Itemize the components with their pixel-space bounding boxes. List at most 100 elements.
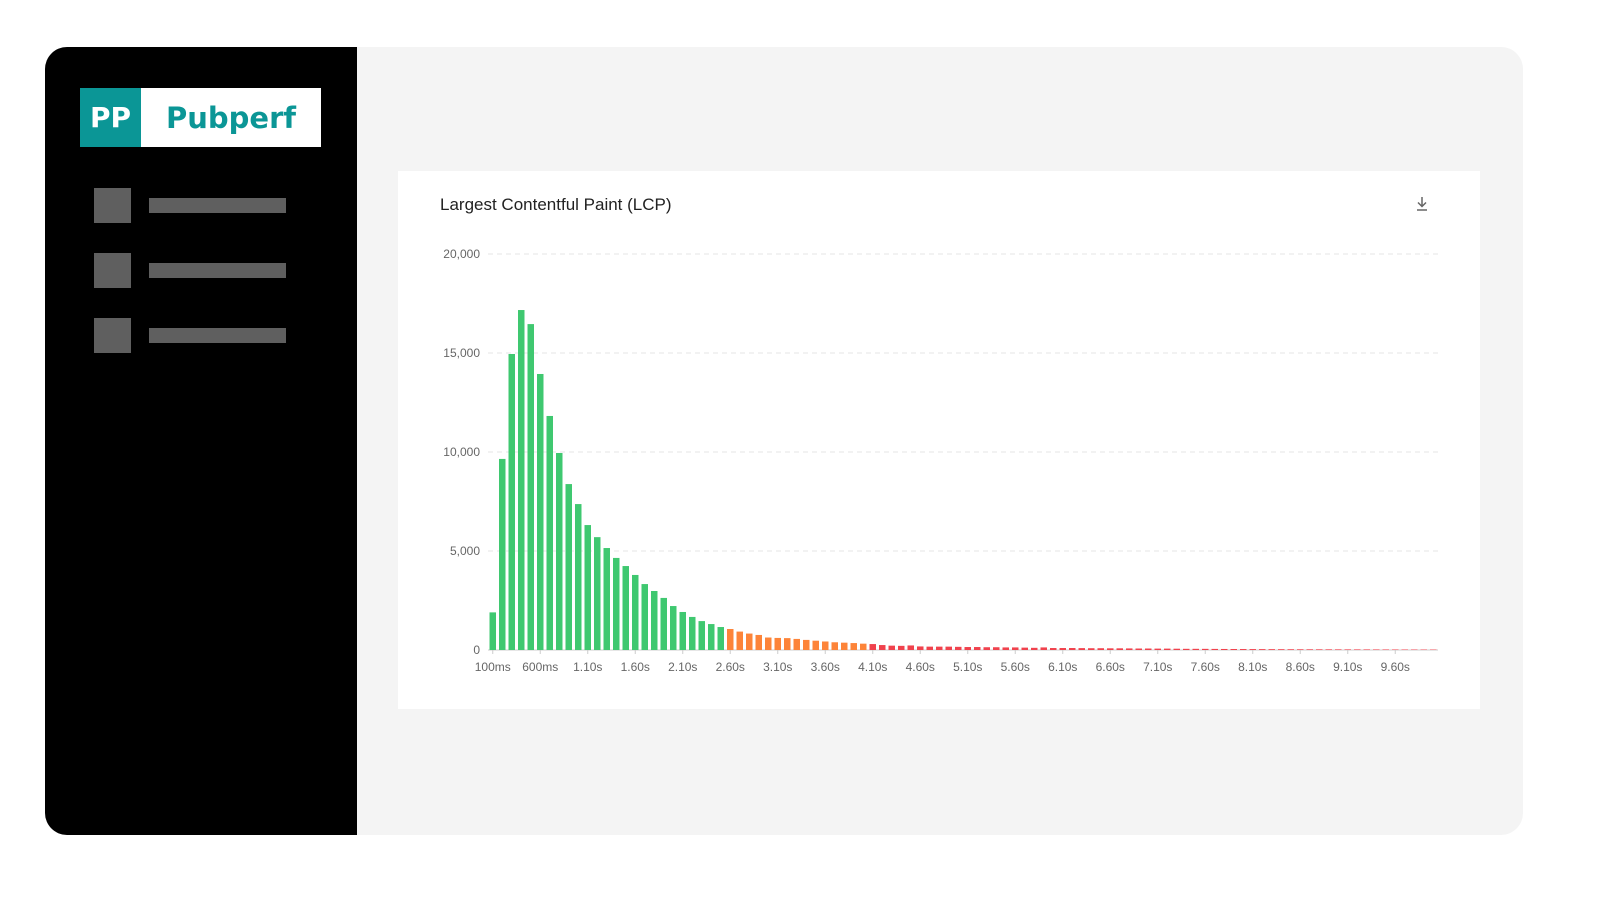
bar [907,645,914,650]
bar [622,566,629,650]
bar [670,606,677,650]
bar [1192,648,1199,650]
bar [1135,648,1142,650]
x-tick-label: 8.60s [1286,660,1315,674]
x-tick-label: 2.60s [716,660,745,674]
bar [1392,649,1399,650]
sidebar-item-label-placeholder [149,263,286,278]
bar [489,612,496,650]
sidebar: PP Pubperf [45,47,357,835]
bar [784,638,791,650]
download-icon[interactable] [1414,195,1430,213]
bar [1268,649,1275,650]
x-tick-label: 7.60s [1191,660,1220,674]
bar [1021,647,1028,650]
bar [1297,649,1304,650]
bar [660,597,667,650]
bar [565,484,572,650]
bar [499,458,506,650]
bar [1088,648,1095,650]
bar [717,627,724,650]
bar [831,642,838,650]
bar [546,415,553,650]
lcp-chart-card: Largest Contentful Paint (LCP) 0 5,000 10,… [398,171,1480,709]
bar [1031,647,1038,650]
bar [689,616,696,650]
bar [1316,649,1323,650]
bar [1040,647,1047,650]
app-window: PP Pubperf Largest Contentful Paint (LCP… [45,47,1523,835]
bar [708,624,715,650]
logo[interactable]: PP Pubperf [80,88,321,147]
bar [746,633,753,650]
x-tick-label: 3.10s [763,660,792,674]
placeholder-icon [94,188,131,223]
bar [1050,648,1057,650]
chart-title: Largest Contentful Paint (LCP) [440,195,672,214]
x-tick-label: 6.10s [1048,660,1077,674]
bar [575,504,582,650]
bar [698,621,705,650]
bar [527,324,534,650]
bar [1230,649,1237,650]
x-tick-label: 600ms [522,660,558,674]
sidebar-item-3[interactable] [94,318,286,354]
bar [879,645,886,650]
x-tick-label: 5.10s [953,660,982,674]
bar [594,537,601,650]
x-tick-label: 6.60s [1096,660,1125,674]
x-tick-label: 8.10s [1238,660,1267,674]
bar [1202,648,1209,650]
bar [537,373,544,650]
bar [584,525,591,650]
y-tick-label: 0 [473,643,480,657]
bar [518,310,525,650]
bar [926,646,933,650]
bar [1183,648,1190,650]
lcp-histogram: 0 5,000 10,000 15,000 20,000 100ms 600ms 1.10s 1… [443,247,1438,674]
bar [1069,648,1076,650]
bar [1173,648,1180,650]
bar [898,645,905,650]
bar [1145,648,1152,650]
bar [888,645,895,650]
bar [1164,648,1171,650]
bar [869,644,876,650]
bar [822,641,829,650]
bar [1154,648,1161,650]
bar [1306,649,1313,650]
bar [1278,649,1285,650]
bar [955,646,962,650]
y-tick-label: 5,000 [450,544,480,558]
bar [1259,649,1266,650]
bar [1012,647,1019,650]
x-tick-label: 2.10s [668,660,697,674]
sidebar-item-1[interactable] [94,188,286,224]
sidebar-item-2[interactable] [94,253,286,289]
x-tick-label: 9.60s [1381,660,1410,674]
bar [1211,648,1218,650]
bar [1097,648,1104,650]
bar [841,642,848,650]
bar [993,647,1000,650]
bar [1325,649,1332,650]
sidebar-item-label-placeholder [149,198,286,213]
y-tick-label: 20,000 [443,247,480,261]
bar [1221,648,1228,650]
bar [613,557,620,650]
bar [1363,649,1370,650]
bar [803,639,810,650]
bar [1287,649,1294,650]
bar [936,646,943,650]
x-tick-label: 4.60s [906,660,935,674]
bar [679,611,686,650]
bar [850,643,857,650]
y-tick-label: 10,000 [443,445,480,459]
placeholder-icon [94,318,131,353]
bar [860,643,867,650]
x-tick-label: 4.10s [858,660,887,674]
bar [727,629,734,650]
bar [1107,648,1114,650]
bar [1059,648,1066,650]
bar [556,452,563,650]
